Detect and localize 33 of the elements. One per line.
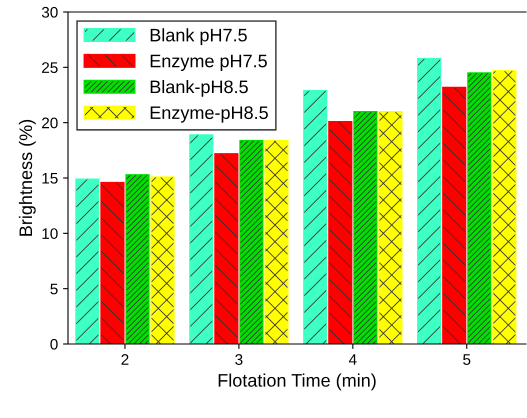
bar: [378, 111, 403, 344]
x-tick-label: 2: [121, 354, 128, 365]
bar: [100, 182, 125, 344]
x-tick-label: 5: [463, 354, 470, 365]
bar: [75, 178, 100, 344]
x-axis-title: Flotation Time (min): [218, 374, 376, 390]
legend-label: Enzyme-pH8.5: [150, 106, 268, 123]
y-axis-title: Brightness (%): [18, 120, 36, 236]
bar: [214, 153, 238, 344]
bar: [303, 90, 328, 344]
bar: [239, 140, 264, 344]
y-tick-label: 25: [42, 62, 58, 74]
bar: [328, 121, 352, 344]
bar: [150, 176, 175, 344]
legend-label: Blank pH7.5: [150, 28, 247, 46]
x-tick-label: 3: [235, 354, 242, 365]
bar: [189, 134, 214, 344]
legend-label: Blank-pH8.5: [150, 80, 248, 97]
y-tick-label: 15: [42, 173, 58, 184]
bar: [125, 174, 150, 344]
y-tick-label: 10: [42, 228, 58, 240]
bar: [467, 72, 492, 344]
bar: [492, 70, 516, 344]
y-tick-label: 30: [42, 6, 58, 18]
bar: [353, 111, 378, 344]
legend-label: Enzyme pH7.5: [150, 54, 267, 71]
y-tick-label: 0: [50, 338, 58, 350]
bar: [264, 140, 289, 344]
bar: [417, 58, 442, 344]
x-tick-label: 4: [348, 354, 357, 365]
y-tick-label: 20: [42, 118, 58, 128]
bar: [442, 86, 466, 344]
y-tick-label: 5: [50, 284, 58, 294]
